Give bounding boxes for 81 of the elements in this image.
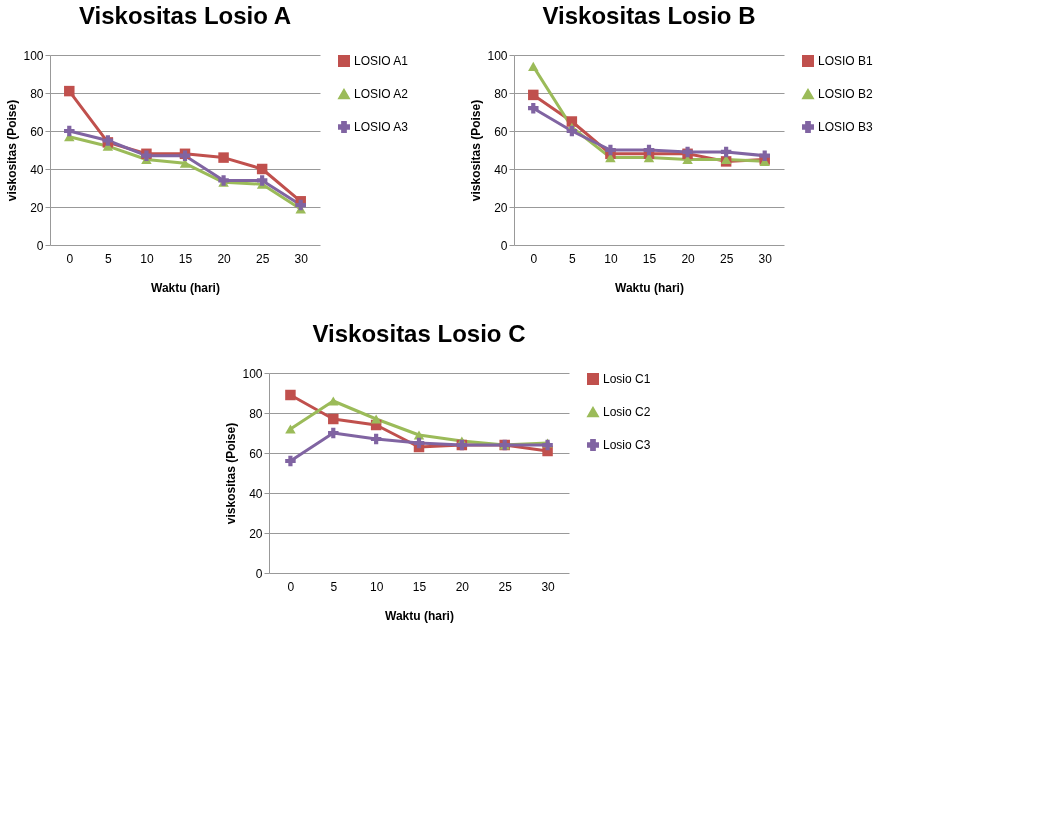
point: [285, 455, 296, 467]
x-axis-title: Waktu (hari): [151, 280, 220, 295]
legend-label: LOSIO A1: [354, 54, 409, 68]
point: [528, 89, 539, 101]
y-tick-label: 20: [249, 526, 263, 541]
point: [295, 199, 306, 211]
x-tick-label: 15: [178, 251, 193, 266]
y-tick-label: 80: [249, 406, 263, 421]
x-axis-title: Waktu (hari): [385, 608, 454, 623]
y-axis-title: viskositas (Poise): [469, 99, 484, 202]
y-tick-label: 100: [23, 48, 44, 63]
y-tick-label: 40: [249, 486, 263, 501]
x-axis-title: Waktu (hari): [615, 280, 684, 295]
point: [413, 437, 425, 449]
chart-title: Viskositas Losio B: [542, 2, 756, 29]
point: [328, 413, 339, 425]
legend-label: LOSIO A3: [354, 120, 409, 134]
x-tick-label: 20: [217, 251, 232, 266]
point: [64, 125, 75, 137]
point: [528, 102, 539, 114]
y-tick-label: 60: [249, 446, 263, 461]
x-tick-label: 30: [758, 251, 773, 266]
x-tick-label: 10: [140, 251, 154, 266]
y-tick-label: 0: [500, 238, 508, 253]
chart-title: Viskositas Losio A: [78, 2, 292, 29]
point: [605, 144, 616, 156]
point: [720, 146, 732, 158]
x-tick-label: 0: [287, 579, 295, 594]
point: [218, 152, 229, 163]
x-tick-label: 20: [681, 251, 696, 266]
point: [285, 424, 296, 434]
x-tick-label: 15: [642, 251, 657, 266]
point: [328, 427, 339, 439]
point: [370, 414, 382, 424]
point: [759, 150, 770, 161]
y-tick-label: 40: [30, 162, 44, 177]
x-tick-label: 0: [530, 251, 538, 266]
point: [566, 116, 578, 127]
x-tick-label: 30: [294, 251, 309, 266]
x-tick-label: 20: [455, 579, 470, 594]
point: [328, 396, 339, 406]
y-tick-label: 100: [242, 366, 263, 381]
x-tick-label: 15: [412, 579, 427, 594]
point: [285, 389, 296, 401]
point: [256, 163, 268, 175]
y-axis-title: viskositas (Poise): [224, 422, 239, 525]
x-tick-label: 10: [369, 579, 384, 594]
y-axis-title: viskositas (Poise): [5, 99, 20, 202]
y-tick-label: 60: [30, 124, 44, 139]
y-tick-label: 0: [255, 566, 263, 581]
legend-label: Losio C3: [603, 438, 651, 452]
y-tick-label: 40: [494, 162, 508, 177]
y-tick-label: 100: [487, 48, 508, 63]
legend-label: LOSIO A2: [354, 87, 409, 101]
x-tick-label: 5: [330, 579, 338, 594]
legend-label: Losio C2: [603, 405, 651, 419]
point: [528, 61, 539, 71]
x-tick-label: 5: [105, 251, 113, 266]
x-tick-label: 0: [66, 251, 74, 266]
y-tick-label: 60: [494, 124, 508, 139]
legend-label: Losio C1: [603, 372, 651, 386]
point: [256, 175, 268, 186]
y-tick-label: 20: [30, 200, 44, 215]
y-tick-label: 80: [30, 86, 44, 101]
x-tick-label: 25: [719, 251, 734, 266]
x-tick-label: 10: [604, 251, 618, 266]
x-tick-label: 30: [541, 579, 556, 594]
point: [566, 125, 578, 137]
legend-label: LOSIO B3: [818, 120, 874, 134]
x-tick-label: 25: [498, 579, 513, 594]
legend-label: LOSIO B2: [818, 87, 874, 101]
x-tick-label: 5: [569, 251, 577, 266]
x-tick-label: 25: [255, 251, 270, 266]
y-tick-label: 0: [36, 238, 44, 253]
chart-title: Viskositas Losio C: [312, 320, 526, 347]
point: [643, 144, 655, 156]
y-tick-label: 20: [494, 200, 508, 215]
legend-label: LOSIO B1: [818, 54, 874, 68]
point: [64, 85, 75, 97]
y-tick-label: 80: [494, 86, 508, 101]
point: [370, 433, 382, 445]
